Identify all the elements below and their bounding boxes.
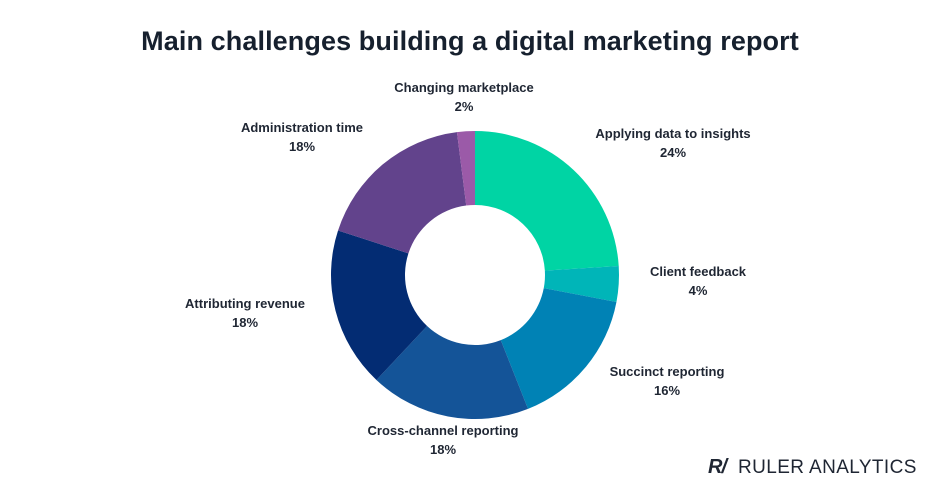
slice-administration-time xyxy=(338,132,467,254)
slice-value-label: 18% xyxy=(289,139,315,154)
slice-changing-marketplace xyxy=(456,131,475,206)
slice-attributing-revenue xyxy=(331,230,428,380)
slice-value-label: 18% xyxy=(430,442,456,457)
brand-name: RULER ANALYTICS xyxy=(738,456,917,478)
slice-cross-channel-reporting xyxy=(376,326,529,419)
slice-label: Attributing revenue xyxy=(185,296,305,311)
ruler-logo-icon: R/ xyxy=(708,456,727,478)
slice-succinct-reporting xyxy=(500,288,617,409)
slice-label: Succinct reporting xyxy=(610,364,725,379)
slice-label: Client feedback xyxy=(650,264,747,279)
slice-value-label: 4% xyxy=(689,283,708,298)
chart-title: Main challenges building a digital marke… xyxy=(141,26,799,56)
slice-label: Cross-channel reporting xyxy=(368,423,519,438)
slice-label: Administration time xyxy=(241,120,363,135)
slice-applying-data-to-insights xyxy=(475,131,619,271)
slice-label: Changing marketplace xyxy=(394,80,533,95)
slice-value-label: 2% xyxy=(455,99,474,114)
slice-client-feedback xyxy=(543,265,619,302)
slice-label: Applying data to insights xyxy=(595,126,750,141)
brand-logo: R/ RULER ANALYTICS xyxy=(708,456,917,479)
slice-value-label: 16% xyxy=(654,383,680,398)
slice-value-label: 24% xyxy=(660,145,686,160)
slice-value-label: 18% xyxy=(232,315,258,330)
